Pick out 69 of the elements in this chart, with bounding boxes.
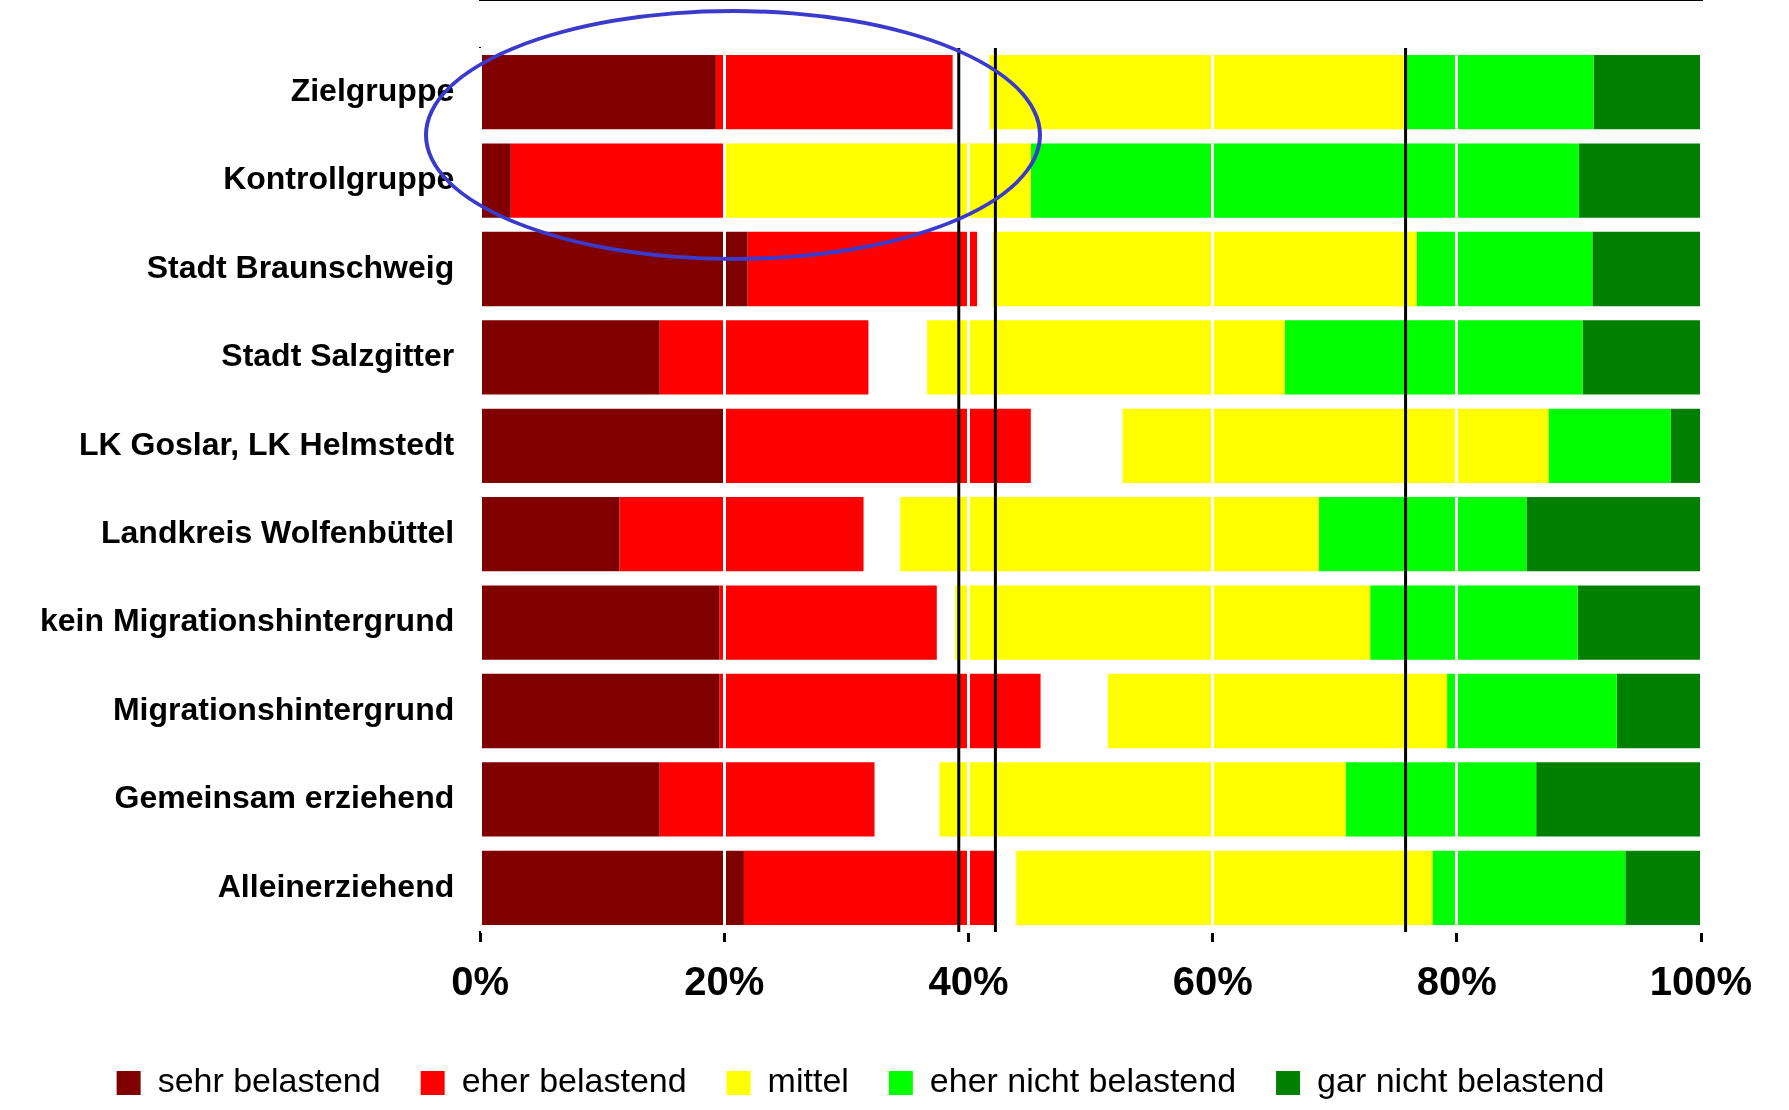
bar — [1107, 673, 1448, 749]
x-tick-label: 0% — [451, 959, 510, 1004]
bar — [1548, 408, 1671, 483]
bar — [1345, 762, 1537, 837]
bar — [1447, 673, 1617, 749]
bar — [1432, 850, 1626, 925]
x-tick-label: 40% — [928, 959, 1009, 1004]
bar — [481, 585, 720, 660]
y-tick-label: kein Migrationshintergrund — [40, 602, 455, 639]
y-tick-label: LK Goslar, LK Helmstedt — [79, 425, 455, 462]
bar — [715, 55, 953, 130]
bar — [1416, 231, 1593, 307]
legend-label: sehr belastend — [157, 1061, 381, 1100]
bar — [743, 850, 995, 925]
bar — [1370, 585, 1578, 660]
bar — [1582, 320, 1701, 395]
bar — [481, 762, 660, 837]
bar — [989, 55, 1407, 130]
bar — [481, 408, 725, 483]
legend-label: eher belastend — [461, 1061, 687, 1100]
bar — [992, 231, 1417, 307]
bar — [510, 143, 725, 218]
bar — [1318, 497, 1527, 572]
bar — [481, 231, 748, 307]
bar — [1577, 585, 1701, 660]
bar — [719, 585, 937, 660]
y-tick-label: Stadt Salzgitter — [221, 337, 455, 374]
bar — [659, 320, 869, 395]
bar — [1016, 850, 1433, 925]
bar — [481, 673, 720, 749]
bar — [1625, 850, 1701, 925]
bar — [481, 143, 511, 218]
bar — [1284, 320, 1583, 395]
bar — [900, 497, 1319, 572]
legend-label: mittel — [767, 1061, 849, 1100]
bar — [939, 762, 1346, 837]
bar — [481, 320, 660, 395]
bar — [659, 762, 875, 837]
x-tick-label: 20% — [684, 959, 765, 1004]
y-tick-label: Landkreis Wolfenbüttel — [101, 514, 455, 551]
bar — [1592, 231, 1701, 307]
x-tick-label: 100% — [1649, 959, 1753, 1004]
bar — [1122, 408, 1549, 483]
x-tick-label: 80% — [1416, 959, 1497, 1004]
y-tick-label: Migrationshintergrund — [112, 690, 455, 727]
bar — [724, 408, 1031, 483]
bar — [1593, 55, 1701, 130]
bar — [481, 497, 620, 572]
bar — [747, 231, 978, 307]
bar — [955, 585, 1371, 660]
y-tick-label: Stadt Braunschweig — [146, 248, 455, 285]
x-tick-label: 60% — [1172, 959, 1253, 1004]
bar — [927, 320, 1285, 395]
bar — [1616, 673, 1701, 749]
y-tick-label: Gemeinsam erziehend — [114, 779, 455, 816]
bar — [1670, 408, 1701, 483]
bar — [481, 850, 744, 925]
bar — [1526, 497, 1701, 572]
bar — [481, 55, 716, 130]
bar — [724, 143, 1031, 218]
y-tick-label: Alleinerziehend — [217, 867, 455, 904]
bar — [1406, 55, 1594, 130]
legend-label: eher nicht belastend — [929, 1061, 1237, 1100]
bar — [719, 673, 1041, 749]
bar — [1578, 143, 1701, 218]
bar — [1030, 143, 1579, 218]
bar — [1536, 762, 1701, 837]
bar — [619, 497, 864, 572]
legend-label: gar nicht belastend — [1317, 1061, 1605, 1100]
